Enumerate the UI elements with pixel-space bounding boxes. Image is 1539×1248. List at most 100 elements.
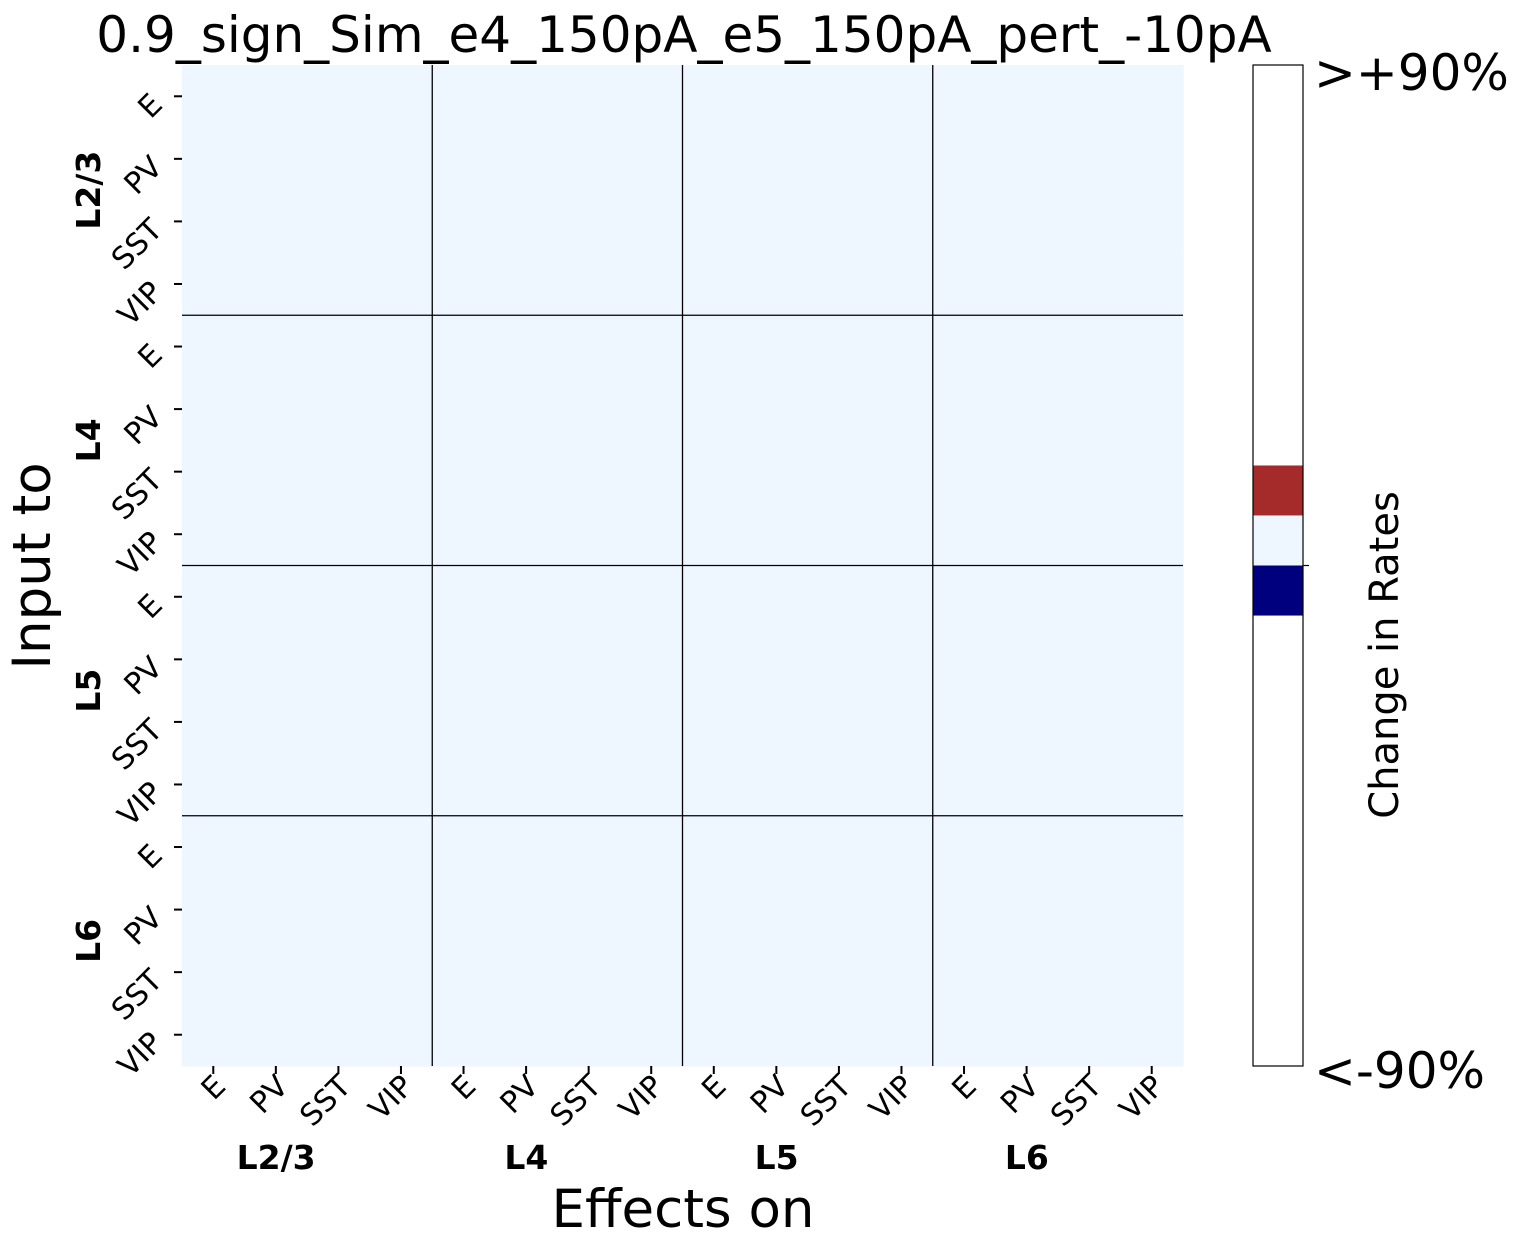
y-tick-label: E [131, 588, 169, 626]
block-gridlines [182, 65, 1183, 1066]
heatmap-cell [494, 502, 558, 567]
heatmap-cell [494, 377, 558, 441]
y-axis-ticks: EPVSSTVIPL2/3EPVSSTVIPL4EPVSSTVIPL5EPVSS… [69, 87, 182, 1084]
heatmap-cell [182, 940, 246, 1005]
heatmap-cell [932, 315, 996, 379]
x-tick-label: SST [1044, 1068, 1109, 1133]
heatmap-cell [182, 190, 246, 254]
heatmap-cell [1120, 190, 1184, 254]
x-tick-label: PV [494, 1069, 546, 1121]
heatmap-cell [932, 65, 996, 129]
heatmap-cell [494, 190, 558, 254]
heatmap-cell [244, 315, 308, 379]
heatmap-cell [307, 815, 371, 879]
heatmap-cell [369, 315, 433, 379]
heatmap-cell [494, 65, 558, 129]
heatmap-cell [369, 1003, 433, 1067]
heatmap-cell [307, 1003, 371, 1067]
heatmap-cell [932, 628, 996, 692]
heatmap-cell [244, 440, 308, 504]
heatmap-cell [932, 815, 996, 879]
heatmap-cell [494, 252, 558, 316]
y-tick-label: E [131, 87, 169, 125]
heatmap-cell [182, 878, 246, 942]
heatmap-cell [807, 252, 871, 316]
heatmap-cell [182, 502, 246, 567]
heatmap-cell [432, 878, 496, 942]
heatmap-cell [494, 315, 558, 379]
heatmap-cell [807, 127, 871, 191]
x-tick-label: VIP [1113, 1069, 1171, 1127]
heatmap-cell [432, 65, 496, 129]
x-group-label: L4 [504, 1138, 548, 1177]
heatmap-cell [682, 753, 746, 817]
heatmap-cell [182, 252, 246, 316]
colorbar-label: Change in Rates [1362, 491, 1408, 819]
y-tick-label: VIP [111, 1026, 169, 1084]
colorbar-bottom-tick: <-90% [1314, 1042, 1485, 1100]
heatmap-cell [807, 502, 871, 567]
heatmap-cell [182, 815, 246, 879]
heatmap-cell [1057, 940, 1122, 1005]
heatmap-cell [1057, 502, 1122, 567]
heatmap-cell [870, 815, 934, 879]
heatmap-cell [619, 252, 684, 316]
heatmap-cell [432, 377, 496, 441]
heatmap-cell [682, 690, 746, 754]
heatmap-cell [745, 315, 809, 379]
heatmap-cell [369, 628, 433, 692]
heatmap-cell [995, 565, 1059, 629]
y-axis-label: Input to [2, 462, 63, 669]
heatmap-cell [494, 940, 558, 1005]
heatmap-cell [1057, 127, 1122, 191]
heatmap-cell [557, 502, 621, 567]
heatmap-cell [244, 940, 308, 1005]
heatmap-cell [1120, 878, 1184, 942]
heatmap-cell [807, 878, 871, 942]
heatmap-cell [307, 628, 371, 692]
heatmap-cell [745, 565, 809, 629]
heatmap-cell [557, 878, 621, 942]
y-tick-label: SST [105, 462, 170, 527]
heatmap-cell [995, 690, 1059, 754]
heatmap-cell [682, 502, 746, 567]
heatmap-cell [1120, 565, 1184, 629]
heatmap-cell [870, 252, 934, 316]
heatmap-cell [682, 377, 746, 441]
heatmap-cell [244, 190, 308, 254]
heatmap-cell [682, 878, 746, 942]
heatmap-cell [807, 65, 871, 129]
heatmap-cell [182, 440, 246, 504]
heatmap-cell [557, 815, 621, 879]
heatmap-cell [307, 753, 371, 817]
heatmap-cell [369, 940, 433, 1005]
heatmap-cell [682, 815, 746, 879]
heatmap-cell [870, 440, 934, 504]
heatmap-cell [432, 565, 496, 629]
heatmap-cell [807, 1003, 871, 1067]
x-tick-label: PV [994, 1069, 1046, 1121]
heatmap-cell [745, 815, 809, 879]
heatmap-cell [932, 252, 996, 316]
y-tick-label: PV [118, 900, 170, 952]
heatmap-cell [557, 1003, 621, 1067]
heatmap-cell [307, 440, 371, 504]
heatmap-cell [369, 565, 433, 629]
heatmap-cell [432, 502, 496, 567]
heatmap-cell [932, 565, 996, 629]
heatmap-cell [745, 377, 809, 441]
heatmap-cell [1057, 65, 1122, 129]
heatmap-cell [932, 377, 996, 441]
heatmap-cell [807, 315, 871, 379]
heatmap-cell [807, 815, 871, 879]
y-tick-label: SST [105, 712, 170, 777]
y-tick-label: VIP [111, 275, 169, 333]
heatmap-cell [745, 628, 809, 692]
heatmap-cell [557, 440, 621, 504]
y-tick-label: SST [105, 963, 170, 1028]
heatmap-cell [932, 440, 996, 504]
heatmap-cell [244, 65, 308, 129]
heatmap-cell [557, 377, 621, 441]
heatmap-cell [307, 65, 371, 129]
heatmap-cell [932, 1003, 996, 1067]
